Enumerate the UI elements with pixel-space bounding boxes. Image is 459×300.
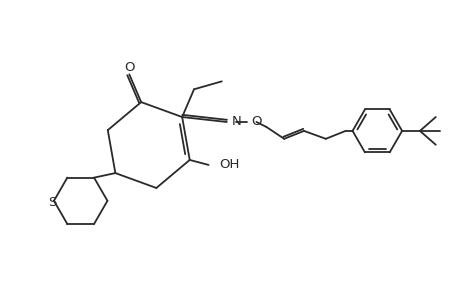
Text: N: N xyxy=(231,116,241,128)
Text: S: S xyxy=(48,196,56,209)
Text: O: O xyxy=(251,116,262,128)
Text: O: O xyxy=(124,61,134,74)
Text: OH: OH xyxy=(219,158,239,171)
